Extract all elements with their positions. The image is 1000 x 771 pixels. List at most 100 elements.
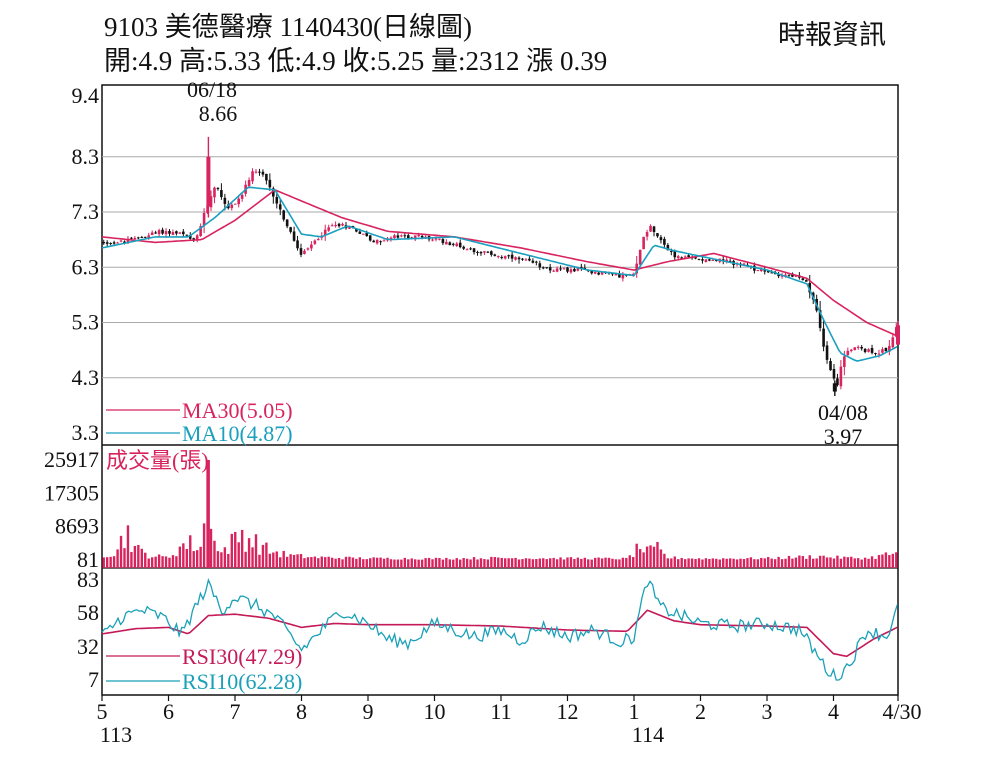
candle-body (130, 237, 133, 239)
rsi30-legend-label: RSI30(47.29) (182, 644, 302, 669)
volume-bar (144, 552, 147, 568)
volume-bar (576, 557, 580, 568)
volume-bar (711, 558, 715, 568)
price-tick-label: 4.3 (72, 365, 100, 390)
volume-bar (611, 558, 614, 568)
candle-body (272, 188, 275, 197)
candle-body (310, 244, 313, 249)
candle-body (396, 235, 400, 238)
volume-bar (258, 554, 261, 568)
candle-body (306, 248, 310, 250)
candle-body (715, 259, 718, 261)
volume-bar (742, 558, 746, 568)
candle-body (510, 254, 514, 259)
candle-body (541, 267, 545, 269)
candle-body (462, 246, 465, 249)
candle-body (282, 210, 285, 220)
volume-bar (545, 559, 548, 568)
volume-bar (853, 558, 856, 568)
candle-body (334, 224, 337, 227)
volume-bar (524, 558, 528, 568)
price-tick-label: 7.3 (72, 199, 100, 224)
candle-body (759, 268, 763, 271)
volume-bar (313, 556, 317, 568)
candle-body (548, 267, 552, 271)
year-label: 114 (632, 722, 664, 747)
candle-body (697, 259, 701, 261)
candle-body (213, 187, 216, 198)
volume-bar (722, 558, 725, 568)
volume-bar (607, 557, 611, 568)
volume-bar (670, 558, 673, 568)
candle-body (161, 229, 164, 234)
volume-bar (161, 556, 164, 568)
candle-body (465, 249, 469, 251)
candle-body (417, 235, 420, 237)
candle-body (597, 272, 600, 275)
candle-body (365, 232, 369, 237)
candle-body (119, 240, 123, 242)
candle-body (261, 171, 265, 175)
volume-bar (697, 558, 701, 568)
volume-bar (767, 557, 770, 568)
candle-body (337, 223, 341, 227)
volume-bar (687, 558, 690, 568)
candle-body (704, 259, 708, 262)
candle-body (348, 226, 351, 229)
candle-body (168, 230, 171, 234)
volume-tick-label: 8693 (55, 514, 99, 539)
candle-body (881, 349, 884, 353)
candle-body (638, 249, 642, 265)
candle-body (517, 257, 521, 260)
volume-bar (569, 557, 573, 568)
candle-body (424, 236, 427, 238)
candle-body (143, 236, 147, 238)
x-tick-label: 6 (163, 699, 174, 724)
x-tick-label: 1 (628, 699, 639, 724)
volume-bar (552, 557, 555, 568)
volume-bar (857, 558, 860, 568)
candle-body (618, 273, 621, 278)
candle-body (265, 173, 268, 181)
volume-bar (860, 559, 863, 568)
volume-bar (839, 558, 843, 568)
volume-bar (645, 546, 649, 568)
candle-body (728, 260, 732, 262)
rsi-tick-label: 32 (77, 634, 99, 659)
volume-bar (888, 555, 891, 568)
volume-bar (614, 559, 618, 568)
volume-bar (659, 549, 663, 568)
volume-bar (337, 557, 341, 568)
volume-bar (344, 556, 348, 568)
volume-bar (275, 551, 278, 568)
volume-bar (185, 548, 188, 568)
volume-bar (330, 557, 334, 568)
candle-body (445, 241, 448, 245)
candle-body (358, 231, 362, 234)
volume-bar (718, 559, 721, 568)
candle-body (216, 188, 220, 190)
volume-bar (362, 559, 365, 568)
x-tick-label: 9 (362, 699, 373, 724)
candle-body (884, 347, 888, 352)
candle-body (393, 235, 396, 239)
candle-body (787, 274, 791, 276)
volume-bar (140, 548, 143, 568)
volume-bar (652, 546, 656, 568)
volume-bar (673, 556, 676, 568)
volume-bar (199, 546, 202, 568)
candle-body (874, 353, 877, 355)
candle-body (659, 237, 663, 241)
candle-body (780, 275, 784, 277)
volume-bar (566, 557, 569, 568)
volume-bar (455, 558, 458, 568)
volume-bar (773, 559, 777, 568)
candle-body (642, 236, 645, 250)
volume-bar (562, 559, 566, 568)
source-label: 時報資訊 (778, 20, 886, 50)
candle-body (725, 259, 728, 262)
volume-bar (213, 540, 216, 568)
chart-title: 9103 美德醫療 1140430(日線圖) (104, 12, 472, 42)
candle-body (296, 240, 299, 249)
candle-body (687, 255, 690, 258)
